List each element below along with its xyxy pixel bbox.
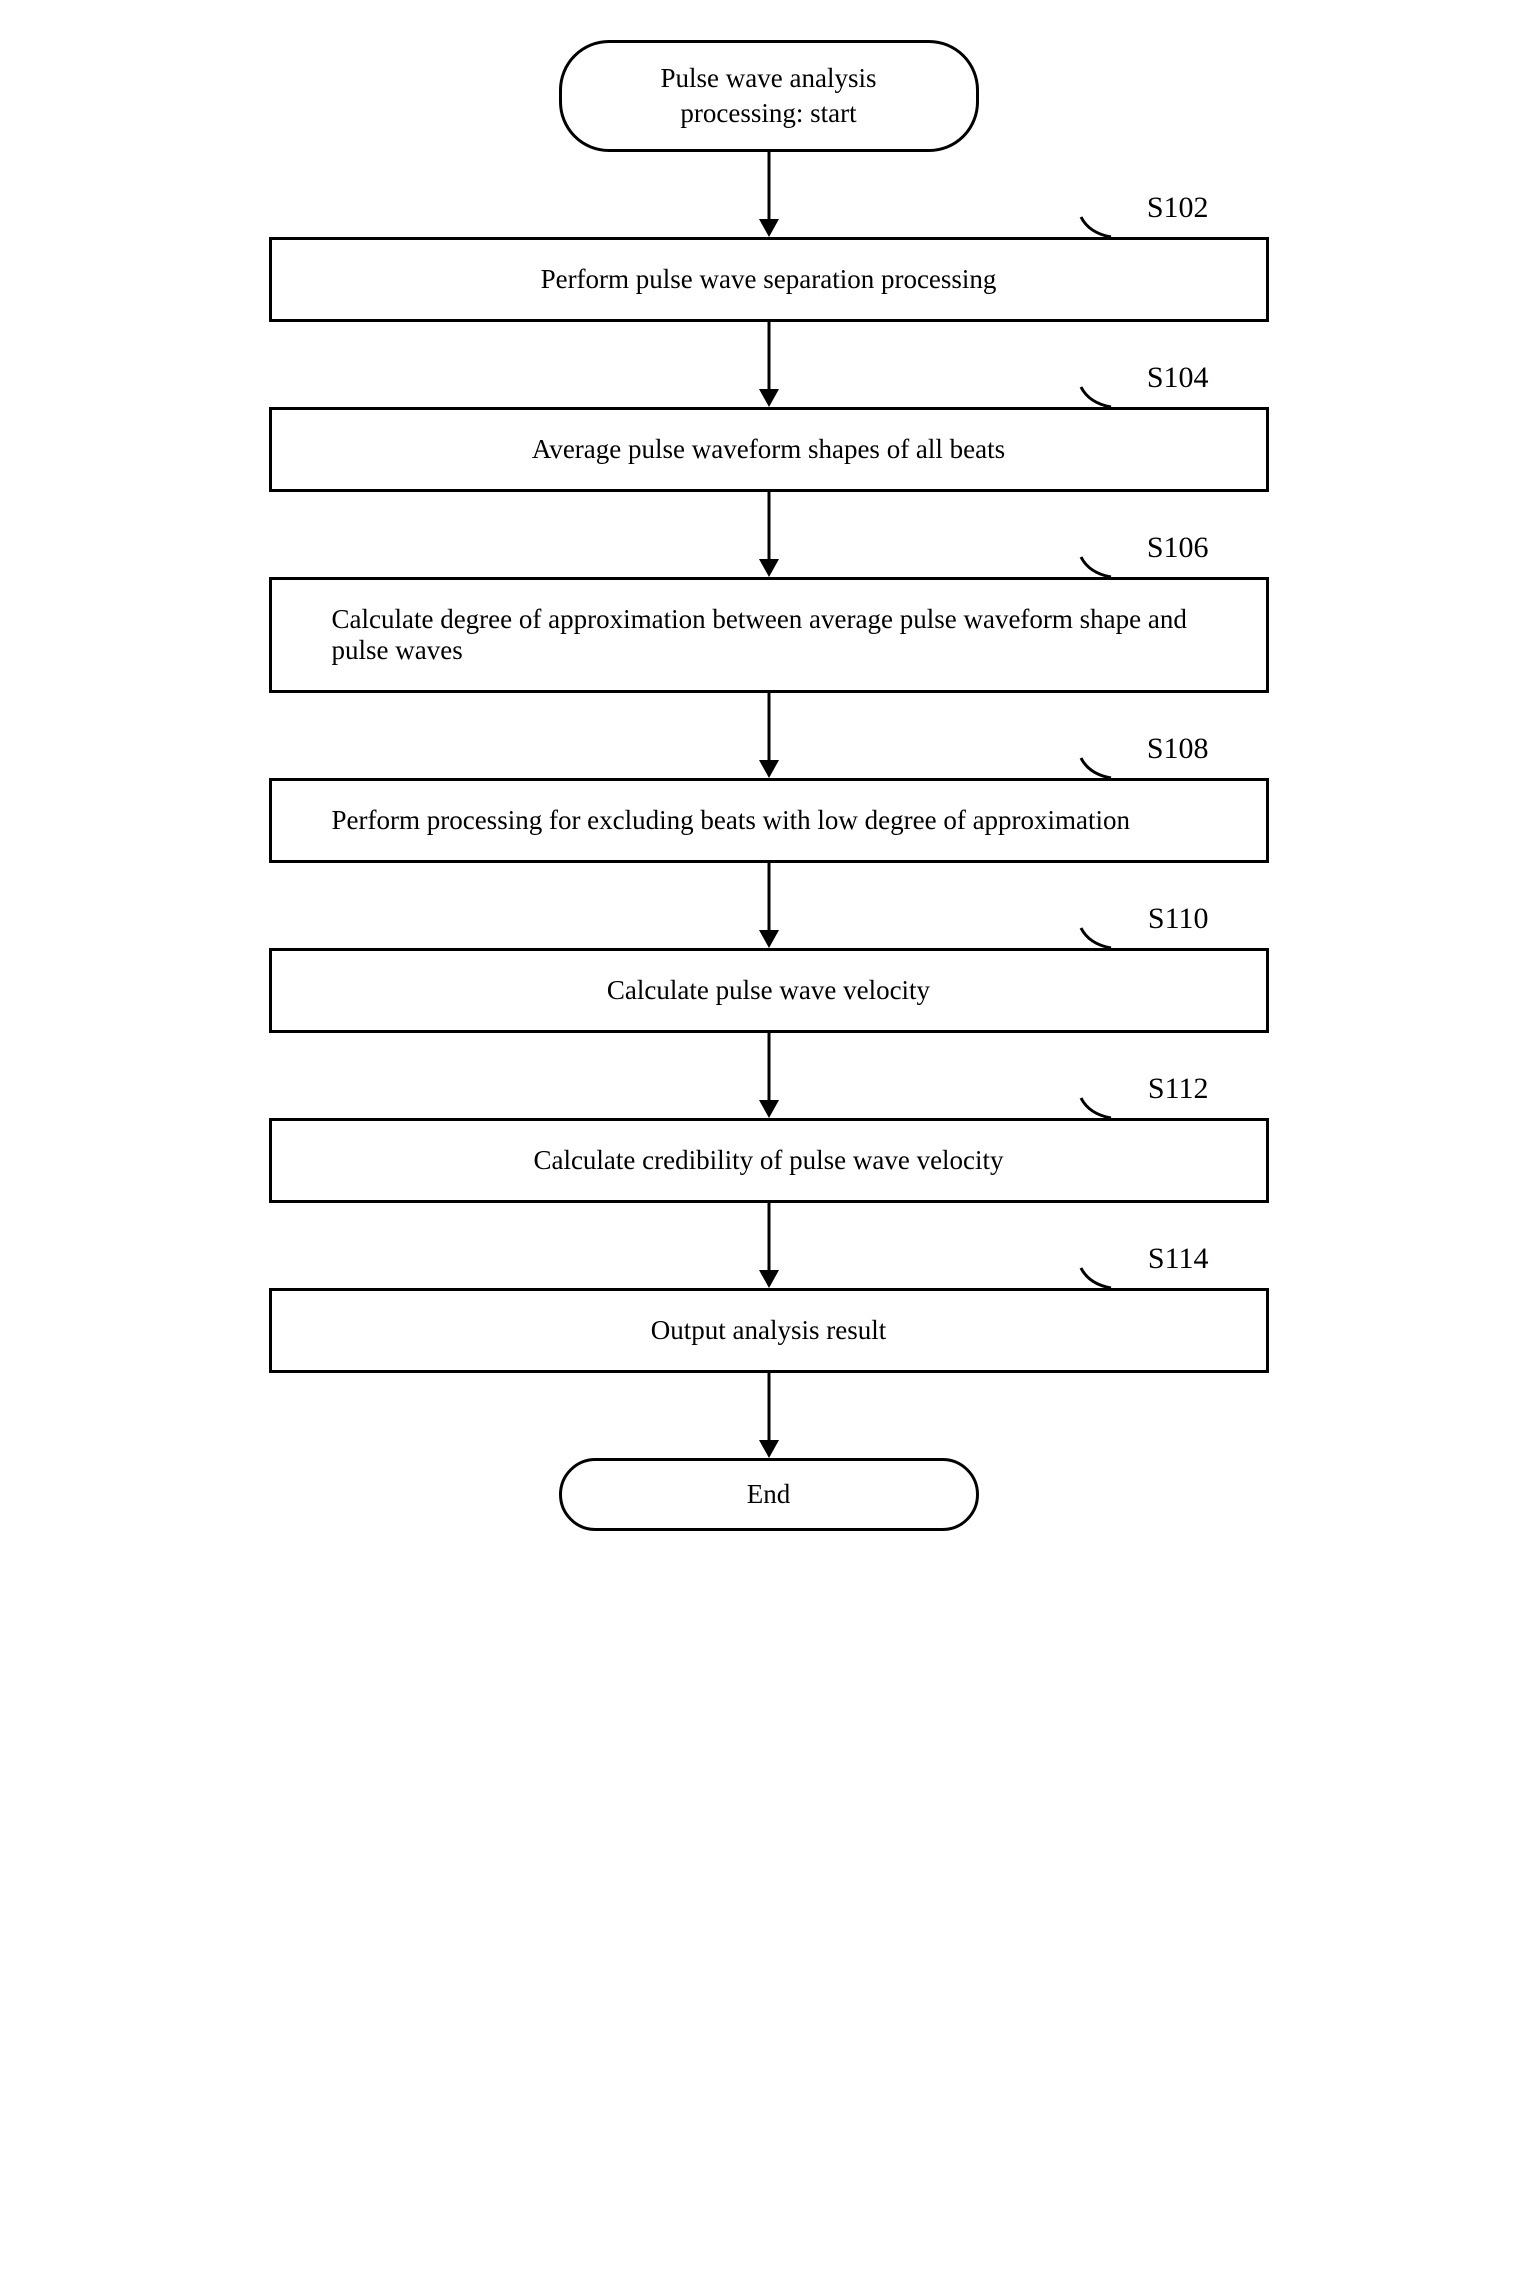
label-tick-icon — [1079, 555, 1109, 577]
label-tick-icon — [1079, 1266, 1109, 1288]
step-label: S106 — [1147, 531, 1209, 565]
process-text: Calculate pulse wave velocity — [607, 975, 930, 1005]
label-tick-icon — [1079, 385, 1109, 407]
arrow-down-icon — [749, 492, 789, 577]
process-text: Output analysis result — [651, 1315, 886, 1345]
process-box: Output analysis result — [269, 1288, 1269, 1373]
step-label: S110 — [1148, 902, 1209, 936]
arrow-down-icon — [749, 1033, 789, 1118]
arrow-down-icon — [749, 322, 789, 407]
process-text: Perform processing for excluding beats w… — [332, 805, 1131, 835]
step-label: S108 — [1147, 732, 1209, 766]
process-text: Perform pulse wave separation processing — [541, 264, 997, 294]
flowchart-container: Pulse wave analysis processing: start S1… — [269, 40, 1269, 1531]
arrow-down-icon — [749, 693, 789, 778]
process-box: Average pulse waveform shapes of all bea… — [269, 407, 1269, 492]
label-tick-icon — [1079, 1096, 1109, 1118]
step-S114: S114 Output analysis result — [269, 1288, 1269, 1373]
process-box: Perform processing for excluding beats w… — [269, 778, 1269, 863]
step-S110: S110 Calculate pulse wave velocity — [269, 948, 1269, 1033]
label-tick-icon — [1079, 215, 1109, 237]
step-label: S104 — [1147, 361, 1209, 395]
step-S104: S104 Average pulse waveform shapes of al… — [269, 407, 1269, 492]
label-tick-icon — [1079, 756, 1109, 778]
process-text: Calculate degree of approximation betwee… — [332, 604, 1187, 665]
arrow-down-icon — [749, 152, 789, 237]
arrow-down-icon — [749, 1203, 789, 1288]
start-label: Pulse wave analysis processing: start — [661, 63, 877, 128]
arrow-down-icon — [749, 1373, 789, 1458]
process-box: Calculate degree of approximation betwee… — [269, 577, 1269, 693]
process-text: Calculate credibility of pulse wave velo… — [533, 1145, 1003, 1175]
step-S106: S106 Calculate degree of approximation b… — [269, 577, 1269, 693]
step-S112: S112 Calculate credibility of pulse wave… — [269, 1118, 1269, 1203]
process-text: Average pulse waveform shapes of all bea… — [532, 434, 1005, 464]
arrow-down-icon — [749, 863, 789, 948]
process-box: Perform pulse wave separation processing — [269, 237, 1269, 322]
step-label: S112 — [1148, 1072, 1209, 1106]
step-label: S114 — [1148, 1242, 1209, 1276]
step-S108: S108 Perform processing for excluding be… — [269, 778, 1269, 863]
start-terminator: Pulse wave analysis processing: start — [559, 40, 979, 152]
end-terminator: End — [559, 1458, 979, 1531]
label-tick-icon — [1079, 926, 1109, 948]
step-S102: S102 Perform pulse wave separation proce… — [269, 237, 1269, 322]
process-box: Calculate credibility of pulse wave velo… — [269, 1118, 1269, 1203]
step-label: S102 — [1147, 191, 1209, 225]
end-label: End — [747, 1479, 791, 1509]
process-box: Calculate pulse wave velocity — [269, 948, 1269, 1033]
